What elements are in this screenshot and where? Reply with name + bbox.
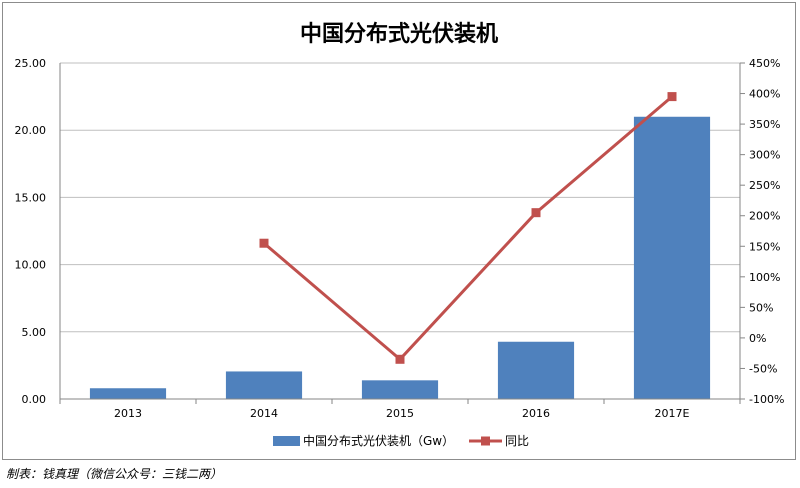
y-left-tick-label: 15.00: [15, 191, 47, 204]
y-right-tick-label: 250%: [749, 179, 780, 192]
x-tick-label: 2016: [522, 407, 550, 420]
y-right-tick-label: 150%: [749, 240, 780, 253]
line-point: [395, 354, 405, 364]
y-right-tick-label: 0%: [749, 332, 766, 345]
bar: [89, 388, 167, 399]
legend-bar-label: 中国分布式光伏装机（Gw）: [303, 433, 454, 448]
x-tick-label: 2014: [250, 407, 278, 420]
legend-line-marker: [481, 436, 490, 446]
tick-labels: 0.00 5.00 10.00 15.00 20.00 25.00 -100% -50% 0% 5…: [15, 57, 785, 420]
y-right-tick-label: 100%: [749, 271, 780, 284]
chart-title: 中国分布式光伏装机: [300, 21, 498, 47]
bar-series: [89, 116, 711, 399]
y-right-tick-label: 350%: [749, 118, 780, 131]
y-left-tick-label: 25.00: [15, 57, 47, 70]
legend-line-label: 同比: [505, 434, 529, 448]
y-right-tick-label: 450%: [749, 57, 780, 70]
axes: [59, 62, 745, 404]
y-right-tick-label: 50%: [749, 301, 773, 314]
bar: [361, 380, 439, 399]
y-right-tick-label: 200%: [749, 210, 780, 223]
chart-canvas: 中国分布式光伏装机 0.00 5.00 10.00 15.00 20.00 25.00 -1…: [15, 21, 785, 448]
line-point: [531, 208, 541, 218]
source-note: 制表：钱真理（微信公众号：三钱二两）: [6, 467, 223, 481]
line-series-path: [263, 95, 673, 362]
bar: [225, 371, 303, 399]
y-right-tick-label: 400%: [749, 88, 780, 101]
x-tick-label: 2015: [386, 407, 414, 420]
x-tick-label: 2017E: [655, 407, 690, 420]
gridlines: [60, 62, 740, 333]
y-left-tick-label: 20.00: [15, 124, 47, 137]
line-point: [667, 92, 677, 102]
line-point: [259, 238, 269, 248]
y-left-tick-label: 0.00: [22, 393, 47, 406]
line-series: [259, 92, 677, 364]
y-left-tick-label: 10.00: [15, 259, 47, 272]
y-right-tick-label: -50%: [749, 362, 777, 375]
x-tick-label: 2013: [114, 407, 142, 420]
bar: [497, 341, 575, 399]
legend: 中国分布式光伏装机（Gw） 同比: [273, 433, 529, 448]
bar: [633, 116, 711, 399]
y-left-tick-label: 5.00: [22, 326, 47, 339]
y-right-tick-label: 300%: [749, 149, 780, 162]
y-right-tick-label: -100%: [749, 393, 784, 406]
legend-bar-swatch: [273, 436, 300, 446]
